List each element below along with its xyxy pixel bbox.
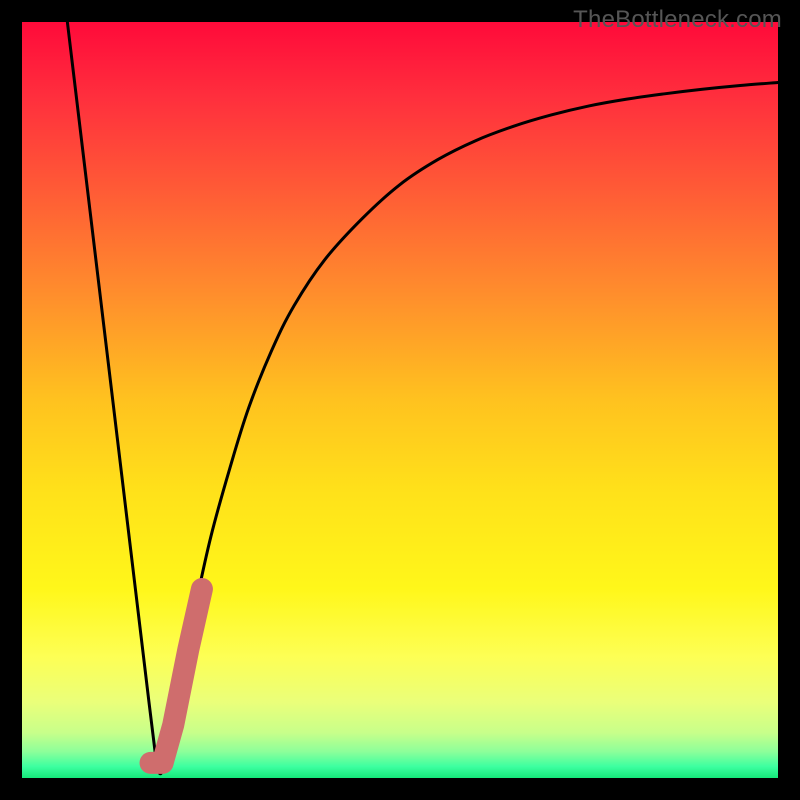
chart-root: TheBottleneck.com xyxy=(0,0,800,800)
frame-right xyxy=(778,0,800,800)
plot-area xyxy=(22,22,778,778)
frame-bottom xyxy=(0,778,800,800)
watermark-text: TheBottleneck.com xyxy=(573,6,782,34)
bottleneck-curve xyxy=(67,22,778,774)
frame-left xyxy=(0,0,22,800)
highlight-marker xyxy=(151,589,202,763)
curve-layer xyxy=(22,22,778,778)
